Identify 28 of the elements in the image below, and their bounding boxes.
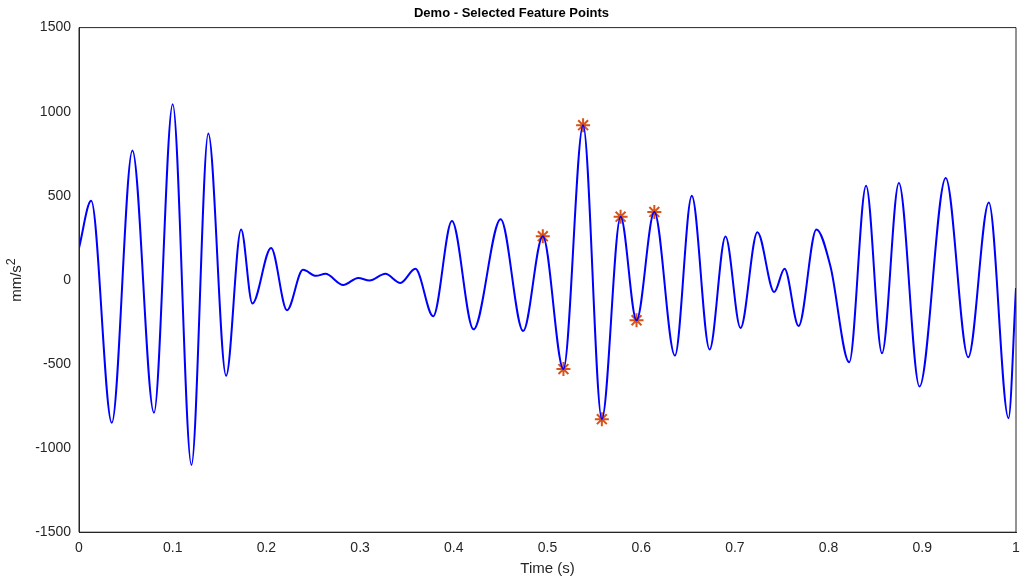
y-tick-label: 0 — [63, 270, 72, 287]
x-tick-label: 1 — [1012, 539, 1021, 556]
y-tick-label: -1500 — [35, 523, 72, 540]
x-tick-label: 0.5 — [537, 539, 558, 556]
point — [534, 228, 551, 245]
x-tick-label: 0.3 — [350, 539, 371, 556]
point — [646, 203, 663, 220]
x-tick-label: 0.6 — [631, 539, 652, 556]
y-tick-label: 500 — [47, 186, 72, 203]
point — [628, 312, 645, 329]
point — [593, 411, 610, 428]
x-axis-title: Time (s) — [520, 559, 575, 577]
y-tick-label: -500 — [42, 354, 72, 371]
x-tick-label: 0.2 — [256, 539, 277, 556]
x-tick-label: 0.9 — [912, 539, 933, 556]
point — [575, 117, 592, 134]
point — [555, 361, 572, 378]
y-tick-label: 1000 — [39, 102, 72, 119]
y-tick-label: -1000 — [35, 438, 72, 455]
x-tick-label: 0 — [75, 539, 84, 556]
y-tick-label: 1500 — [39, 18, 72, 35]
x-tick-label: 0.4 — [444, 539, 464, 556]
x-tick-label: 0.8 — [818, 539, 839, 556]
x-tick-label: 0.1 — [162, 539, 183, 556]
chart-title: Demo - Selected Feature Points — [413, 5, 610, 21]
point — [612, 208, 629, 225]
line-series — [79, 103, 1016, 466]
x-tick-label: 0.7 — [725, 539, 745, 556]
